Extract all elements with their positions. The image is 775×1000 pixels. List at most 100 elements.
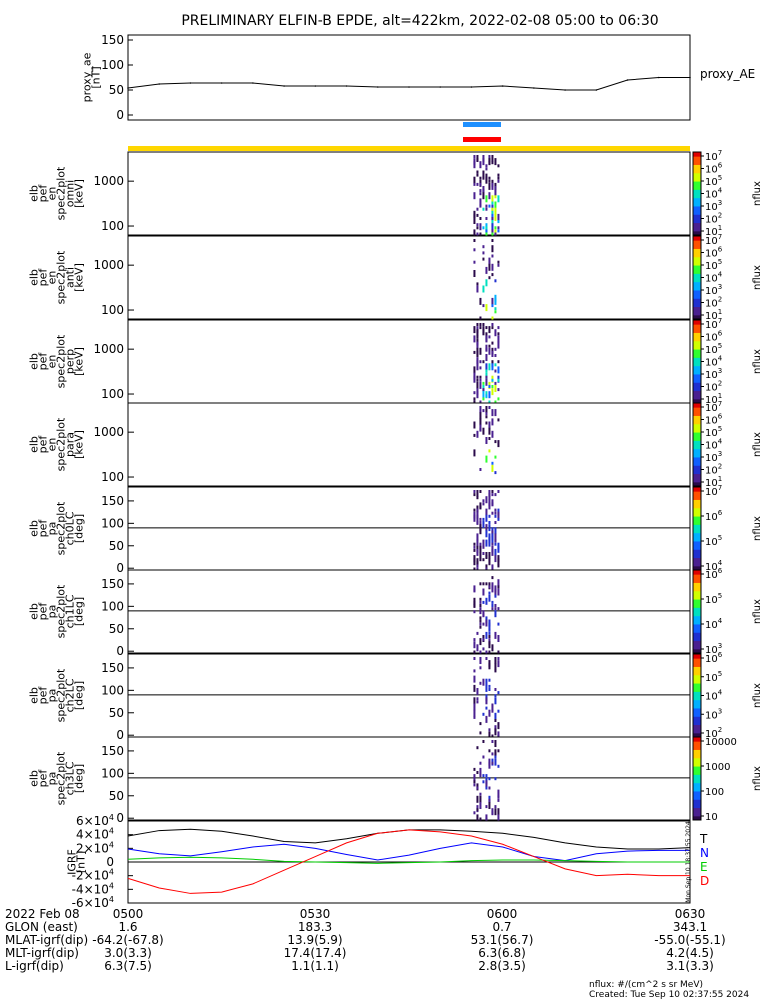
flux-pixel xyxy=(497,564,500,568)
y-axis-label-line: [nT] xyxy=(75,851,88,873)
flux-pixel xyxy=(497,814,500,822)
colorbar-segment xyxy=(693,322,701,325)
colorbar-segment xyxy=(693,384,701,387)
colorbar-segment xyxy=(693,540,701,544)
colorbar-segment xyxy=(693,551,701,554)
colorbar-segment xyxy=(693,586,701,590)
y-tick-exponent: 4 xyxy=(109,895,114,904)
y-axis-label-line: en xyxy=(46,355,59,369)
flux-pixel xyxy=(488,514,491,518)
flux-pixel xyxy=(479,600,482,604)
y-tick-base: ×10 xyxy=(84,841,109,855)
flux-pixel xyxy=(494,752,497,756)
proxy-ae-point xyxy=(626,79,629,81)
colorbar-segment xyxy=(693,697,701,701)
colorbar-segment xyxy=(693,312,701,316)
spectrogram-panel: 1001000101102103104105106107nfluxelbpefe… xyxy=(28,317,763,408)
colorbar-tick-exponent: 7 xyxy=(718,149,722,157)
y-axis-label-line: pa xyxy=(46,772,59,786)
flux-pixel xyxy=(494,527,497,535)
colorbar-segment xyxy=(693,714,701,717)
colorbar-label: nflux xyxy=(752,181,763,206)
colorbar-segment xyxy=(693,780,701,784)
y-tick-label: 0 xyxy=(116,561,124,575)
colorbar-segment xyxy=(693,236,701,239)
colorbar-segment xyxy=(693,205,701,209)
flux-pixel xyxy=(497,226,500,230)
colorbar-segment xyxy=(693,434,701,437)
y-axis-label-line: ch0LC xyxy=(64,511,77,545)
flux-pixel xyxy=(488,666,491,670)
flux-pixel xyxy=(488,161,491,165)
colorbar-segment xyxy=(693,154,701,157)
colorbar-segment xyxy=(693,302,701,305)
y-tick-label: -4×104 xyxy=(72,881,114,896)
colorbar-tick-label: 1000 xyxy=(705,762,730,773)
flux-pixel xyxy=(473,400,476,404)
colorbar-segment xyxy=(693,415,701,419)
colorbar-tick-exponent: 2 xyxy=(718,380,722,388)
colorbar-segment xyxy=(693,680,701,684)
colorbar-segment xyxy=(693,685,701,688)
flux-pixel xyxy=(473,449,476,457)
colorbar-segment xyxy=(693,630,701,633)
flux-pixel xyxy=(482,189,485,193)
flux-pixel xyxy=(497,517,500,521)
y-tick-label: 0 xyxy=(116,811,124,825)
colorbar-segment xyxy=(693,739,701,742)
spectrogram-panel: 1001000101102103104105106107nfluxelbpefe… xyxy=(28,400,764,489)
flux-pixel xyxy=(485,555,488,559)
colorbar-segment xyxy=(693,707,701,711)
colorbar-segment xyxy=(693,265,701,268)
colorbar-segment xyxy=(693,489,701,492)
flux-pixel xyxy=(479,597,482,601)
colorbar-segment xyxy=(693,396,701,400)
colorbar-segment xyxy=(693,776,701,779)
colorbar-segment xyxy=(693,269,701,272)
colorbar-tick-exponent: 1 xyxy=(718,475,722,483)
flux-pixel xyxy=(473,638,476,642)
spectrogram-panel: 050100150103104105106nfluxelbpefpaspec2p… xyxy=(28,567,764,658)
flux-pixel xyxy=(491,385,494,388)
colorbar-tick-exponent: 5 xyxy=(718,174,722,182)
y-axis-label-line: pef xyxy=(37,268,50,287)
y-axis-label-line: ch1LC xyxy=(64,594,77,628)
colorbar-segment xyxy=(693,316,701,320)
flux-pixel xyxy=(491,363,494,371)
flux-pixel xyxy=(497,440,500,448)
y-axis-label-line: elb xyxy=(28,185,41,202)
proxy-ae-point xyxy=(689,76,691,79)
colorbar-segment xyxy=(693,310,701,314)
colorbar-segment xyxy=(693,230,701,234)
flux-pixel xyxy=(485,774,488,778)
colorbar-segment xyxy=(693,176,701,180)
flux-pixel xyxy=(473,675,476,683)
colorbar-label: nflux xyxy=(752,599,763,624)
flux-pixel xyxy=(479,223,482,231)
y-tick-exponent: 4 xyxy=(109,881,114,890)
footer-value: 4.2(4.5) xyxy=(666,946,714,960)
colorbar-segment xyxy=(693,226,701,230)
colorbar-segment xyxy=(693,218,701,221)
colorbar-segment xyxy=(693,705,701,709)
flux-pixel xyxy=(497,607,500,611)
colorbar-segment xyxy=(693,220,701,224)
flux-pixel xyxy=(473,641,476,649)
y-axis-label-line: pef xyxy=(37,602,50,621)
colorbar-segment xyxy=(693,292,701,295)
flux-pixel xyxy=(491,761,494,765)
flux-pixel xyxy=(485,817,488,821)
colorbar-segment xyxy=(693,438,701,441)
colorbar-segment xyxy=(693,755,701,759)
flux-pixel xyxy=(488,585,491,589)
colorbar-segment xyxy=(693,590,701,594)
flux-pixel xyxy=(479,418,482,426)
flux-pixel xyxy=(479,761,482,765)
flux-pixel xyxy=(488,802,491,809)
colorbar-frame xyxy=(692,569,702,654)
footer-value: 13.9(5.9) xyxy=(287,933,342,947)
y-axis-label-line: pef xyxy=(37,686,50,705)
flux-pixel xyxy=(479,366,482,370)
flux-pixel xyxy=(482,170,485,178)
